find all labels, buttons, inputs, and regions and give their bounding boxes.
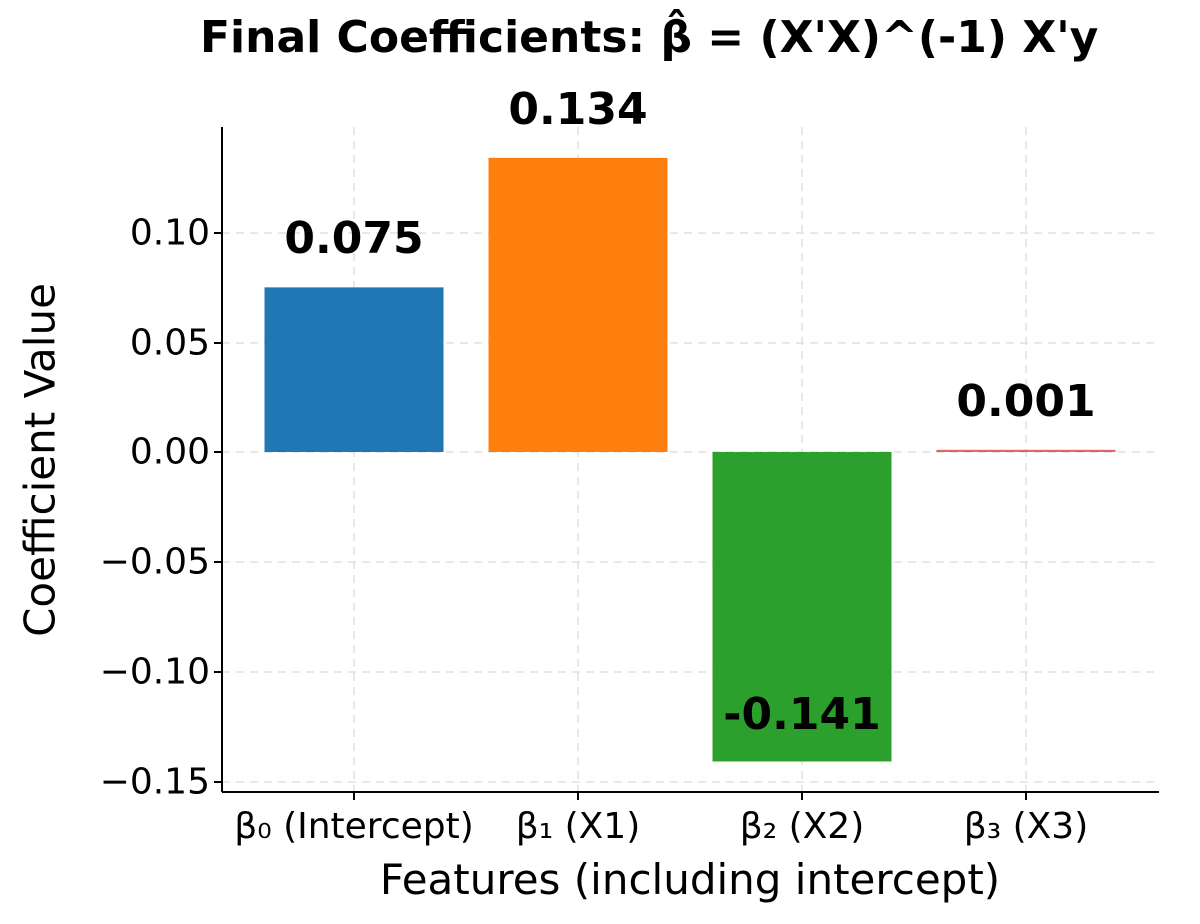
y-axis-label: Coefficient Value [15, 283, 65, 637]
bar-value-label: 0.134 [508, 83, 648, 135]
y-tick-label: 0.10 [129, 212, 210, 254]
y-tick-label: −0.05 [99, 541, 210, 583]
y-tick-label: −0.10 [99, 651, 210, 693]
bar [488, 157, 668, 452]
bars [264, 157, 1116, 762]
bar [936, 449, 1116, 452]
x-tick-label: β₂ (X2) [739, 806, 865, 847]
bar [712, 452, 892, 762]
bar [264, 287, 444, 452]
bar-value-label: 0.075 [284, 213, 424, 265]
x-tick-label: β₀ (Intercept) [234, 806, 474, 847]
y-tick-label: −0.15 [99, 761, 210, 803]
x-tick-label: β₃ (X3) [963, 806, 1089, 847]
bar-value-label: -0.141 [723, 689, 881, 741]
x-axis-label: Features (including intercept) [379, 855, 1001, 904]
y-tick-label: 0.05 [129, 322, 210, 364]
bar-value-label: 0.001 [956, 375, 1096, 427]
chart-title: Final Coefficients: β̂ = (X'X)^(-1) X'y [200, 12, 1099, 63]
axes-spines [214, 127, 1159, 800]
y-tick-label: 0.00 [129, 431, 210, 473]
x-tick-label: β₁ (X1) [515, 806, 641, 847]
